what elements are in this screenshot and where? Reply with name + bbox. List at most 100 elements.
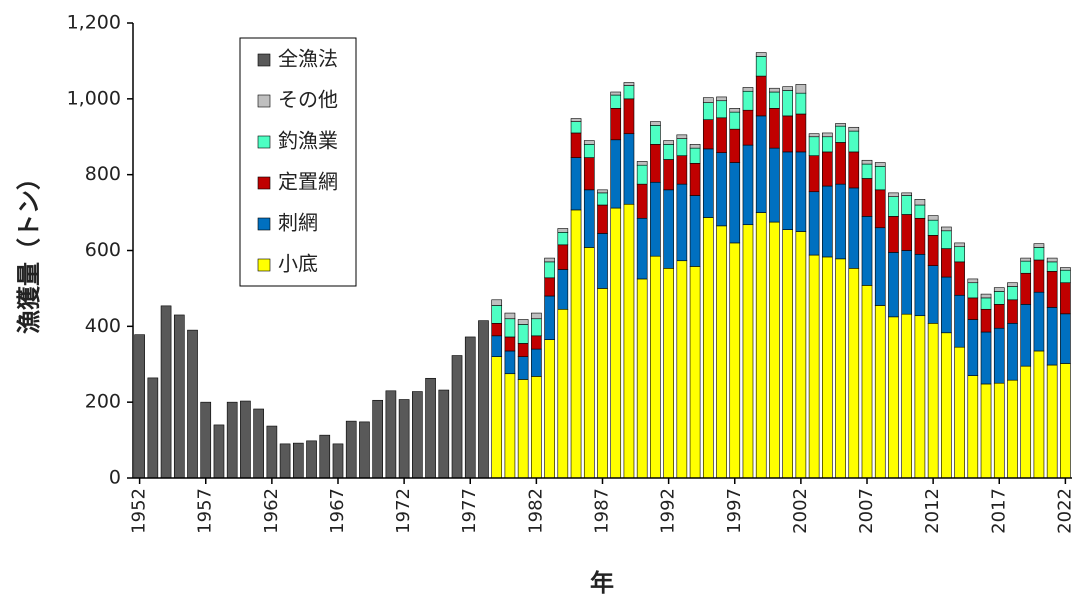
bar-segment [769, 87, 780, 93]
bar-segment [782, 90, 793, 117]
legend-swatch [257, 94, 271, 108]
bar-segment [1046, 261, 1058, 272]
y-tick-label: 0 [109, 467, 121, 489]
bar-segment [941, 276, 952, 334]
legend-label: 定置網 [278, 170, 338, 194]
bar-segment [861, 159, 873, 165]
bar-segment [808, 191, 820, 256]
bar-segment [491, 356, 503, 479]
bar-segment [504, 350, 516, 375]
bar-segment [1046, 271, 1058, 308]
bar-segment [583, 189, 595, 248]
bar-segment [412, 391, 423, 479]
bar-segment [1060, 267, 1071, 271]
legend-label: 小底 [278, 252, 318, 276]
bar-segment [504, 318, 516, 338]
bar-segment [1020, 304, 1032, 367]
bar-segment [689, 266, 701, 479]
bar-segment [729, 111, 741, 130]
bar-segment [597, 233, 608, 289]
bar-segment [517, 343, 529, 357]
bar-segment [187, 329, 198, 479]
bar-segment [1007, 322, 1018, 381]
bar-segment [557, 232, 569, 246]
bar-segment [597, 288, 608, 479]
bar-segment [663, 268, 674, 479]
x-tick-label: 1962 [261, 488, 282, 534]
bar-segment [213, 424, 225, 479]
bar-segment [861, 178, 873, 217]
bar-segment [689, 144, 701, 149]
bar-segment [531, 335, 542, 350]
y-tick-label: 400 [85, 315, 121, 337]
bar-segment [504, 336, 516, 352]
bar-segment [835, 123, 846, 127]
bar-segment [941, 332, 952, 479]
bar-segment [1033, 259, 1045, 293]
bar-segment [1046, 257, 1058, 263]
bar-segment [901, 192, 913, 196]
bar-segment [861, 216, 873, 286]
bar-segment [531, 318, 542, 337]
bar-segment [636, 161, 648, 166]
legend-swatch [257, 135, 271, 149]
bar-segment [967, 278, 979, 284]
bar-segment [266, 425, 278, 479]
bar-segment [1007, 379, 1018, 479]
bar-segment [954, 346, 965, 479]
bar-segment [570, 132, 582, 158]
bar-segment [769, 108, 780, 149]
bar-segment [755, 52, 767, 57]
bar-segment [650, 181, 661, 257]
bar-segment [557, 308, 569, 479]
bar-segment [173, 314, 185, 479]
bar-segment [888, 252, 899, 318]
y-tick-label: 200 [85, 391, 121, 413]
bar-segment [478, 320, 489, 479]
bar-segment [716, 117, 727, 153]
bar-segment [822, 136, 833, 153]
bar-segment [993, 287, 1005, 292]
legend-label: その他 [278, 88, 338, 112]
bar-segment [782, 86, 793, 91]
x-tick-label: 2007 [856, 488, 877, 534]
bar-segment [544, 277, 555, 297]
bar-segment [425, 377, 436, 479]
y-tick-label: 1,200 [67, 12, 121, 34]
bar-segment [663, 189, 674, 269]
bar-segment [398, 399, 410, 479]
bar-segment [808, 133, 820, 138]
bar-segment [544, 257, 555, 263]
bar-segment [610, 94, 622, 109]
bar-segment [570, 118, 582, 122]
bar-segment [742, 144, 754, 226]
bar-segment [782, 151, 793, 230]
bar-segment [570, 157, 582, 211]
bar-segment [1033, 291, 1045, 352]
bar-segment [491, 305, 503, 324]
bar-segment [531, 312, 542, 320]
bar-segment [941, 226, 952, 232]
bar-segment [1020, 365, 1032, 479]
bar-segment [729, 128, 741, 163]
bar-segment [888, 192, 899, 197]
x-tick-label: 1982 [525, 488, 546, 534]
bar-segment [795, 231, 807, 479]
bar-segment [980, 383, 992, 479]
bar-segment [636, 164, 648, 185]
bar-segment [504, 312, 516, 320]
bar-segment [716, 96, 727, 102]
bar-segment [650, 121, 661, 126]
bar-segment [583, 157, 595, 191]
bar-segment [874, 305, 886, 479]
bar-segment [160, 305, 172, 479]
bar-segment [835, 125, 846, 143]
bar-segment [808, 254, 820, 479]
bar-segment [663, 144, 674, 160]
bar-segment [570, 121, 582, 134]
bar-segment [874, 162, 886, 167]
bar-segment [729, 242, 741, 479]
bar-segment [980, 297, 992, 310]
bar-segment [914, 253, 926, 317]
bar-segment [848, 187, 860, 269]
